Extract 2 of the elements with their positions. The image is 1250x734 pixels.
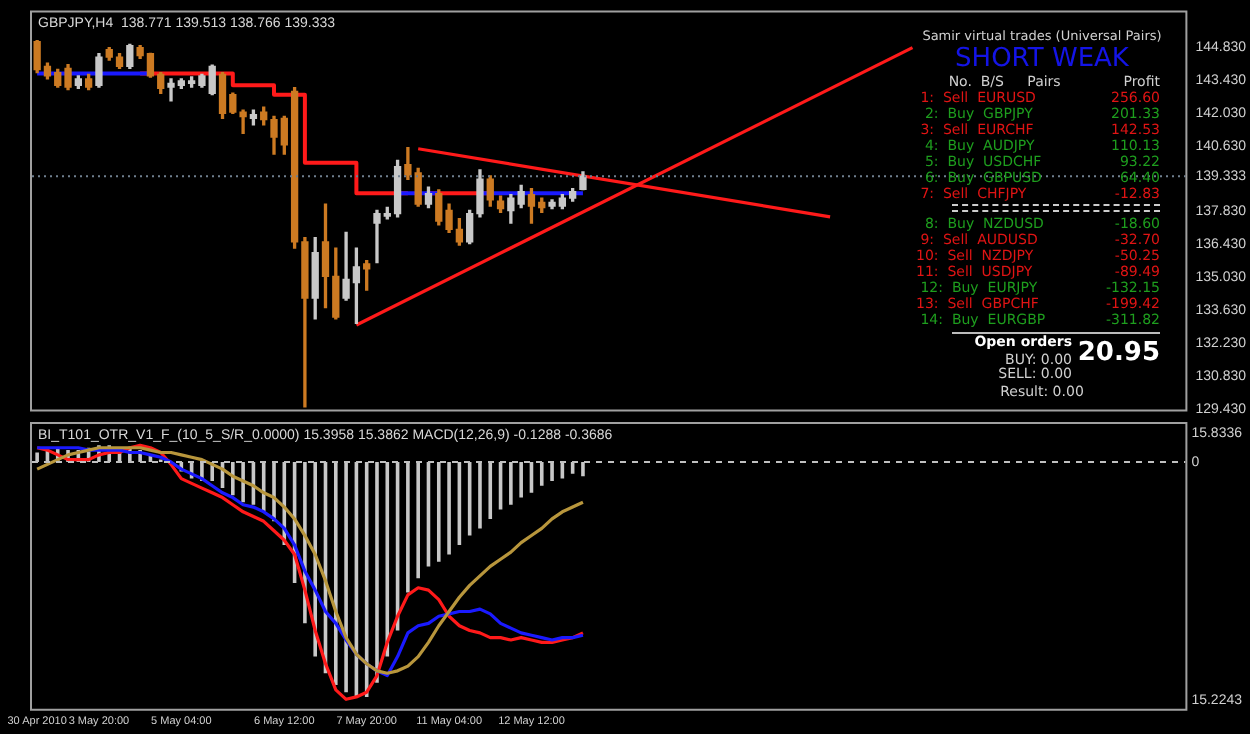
text: SHORT WEAK: [953, 44, 1131, 74]
annotation: 20.95: [1075, 336, 1160, 372]
